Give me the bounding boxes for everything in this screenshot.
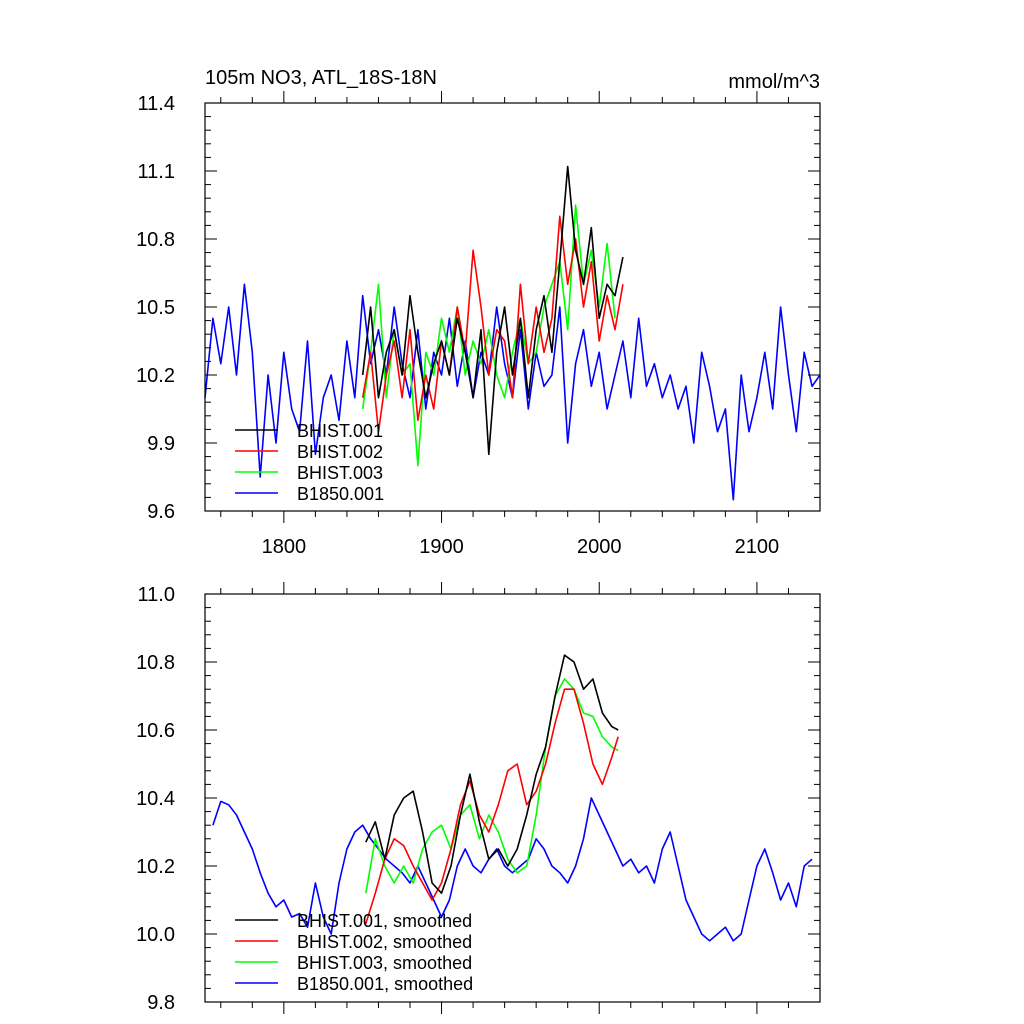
bottom-panel-ticks: 9.8 10.0 10.2 10.4 10.6 10.8 11.0 xyxy=(136,582,820,1014)
legend-label: B1850.001 xyxy=(297,484,384,504)
series-line-bhist-003 xyxy=(361,204,616,467)
y-tick-label: 10.2 xyxy=(136,856,175,878)
x-tick-label: 1900 xyxy=(419,536,464,558)
y-tick-label: 10.0 xyxy=(136,924,175,946)
y-tick-label: 10.4 xyxy=(136,788,175,810)
y-tick-label: 9.6 xyxy=(147,501,175,523)
y-tick-label: 10.8 xyxy=(136,229,175,251)
legend-label: BHIST.002 xyxy=(297,442,383,462)
y-tick-label: 11.1 xyxy=(138,161,175,183)
series-line-bhist-003-smoothed xyxy=(365,678,619,894)
bottom-panel-series-lines xyxy=(212,654,813,942)
y-tick-label: 9.9 xyxy=(147,433,175,455)
x-tick-label: 1800 xyxy=(262,536,307,558)
y-tick-label: 10.8 xyxy=(136,652,175,674)
legend-label: BHIST.001, smoothed xyxy=(297,911,472,931)
legend-label: BHIST.003, smoothed xyxy=(297,953,472,973)
top-panel-series-lines xyxy=(204,165,821,501)
top-panel-title: 105m NO3, ATL_18S-18N xyxy=(205,67,437,89)
legend-label: B1850.001, smoothed xyxy=(297,974,473,994)
series-line-bhist-002 xyxy=(361,215,624,433)
top-panel-ticks: 9.6 9.9 10.2 10.5 10.8 11.1 11.4 1800 1900 2000 21… xyxy=(136,91,820,558)
y-tick-label: 9.8 xyxy=(147,992,175,1014)
y-tick-label: 11.0 xyxy=(138,584,175,606)
y-tick-label: 10.5 xyxy=(136,297,175,319)
y-tick-label: 10.2 xyxy=(136,365,175,387)
series-line-bhist-001 xyxy=(361,165,624,456)
y-tick-label: 10.6 xyxy=(136,720,175,742)
legend-label: BHIST.001 xyxy=(297,421,383,441)
legend-label: BHIST.002, smoothed xyxy=(297,932,472,952)
series-line-bhist-002-smoothed xyxy=(365,688,619,925)
top-panel: 105m NO3, ATL_18S-18N mmol/m^3 9.6 9.9 10.… xyxy=(136,67,821,558)
y-tick-label: 11.4 xyxy=(138,93,175,115)
top-panel-units: mmol/m^3 xyxy=(728,71,820,93)
series-line-b1850-001-smoothed xyxy=(212,797,813,942)
series-line-bhist-001-smoothed xyxy=(365,654,619,895)
bottom-panel: 9.8 10.0 10.2 10.4 10.6 10.8 11.0 BHIST.001, s… xyxy=(136,582,821,1014)
legend-label: BHIST.003 xyxy=(297,463,383,483)
x-tick-label: 2000 xyxy=(577,536,622,558)
x-tick-label: 2100 xyxy=(735,536,780,558)
